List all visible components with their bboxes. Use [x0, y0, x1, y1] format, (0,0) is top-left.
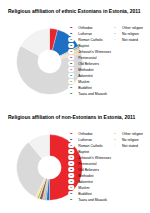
svg-text:No religion: No religion: [122, 32, 139, 36]
svg-text:Methodist: Methodist: [78, 174, 93, 178]
svg-text:No religion: No religion: [122, 138, 139, 142]
svg-text:Other religion: Other religion: [122, 26, 143, 30]
svg-text:Buddhist: Buddhist: [78, 86, 92, 90]
svg-text:Muslim: Muslim: [78, 186, 89, 190]
svg-text:Old Believers: Old Believers: [78, 168, 99, 172]
svg-text:Old Believers: Old Believers: [78, 62, 99, 66]
svg-text:Taara and Maausk: Taara and Maausk: [78, 92, 107, 96]
svg-text:Methodist: Methodist: [78, 68, 93, 72]
svg-text:Roman Catholic: Roman Catholic: [78, 144, 103, 148]
svg-text:Not stated: Not stated: [122, 38, 138, 42]
svg-text:Roman Catholic: Roman Catholic: [78, 38, 103, 42]
svg-text:Adventist: Adventist: [78, 180, 92, 184]
svg-text:Lutheran: Lutheran: [78, 138, 92, 142]
svg-text:Jehovah's Witnesses: Jehovah's Witnesses: [78, 156, 111, 160]
svg-text:Orthodox: Orthodox: [78, 132, 93, 136]
svg-text:Baptist: Baptist: [78, 150, 89, 154]
svg-text:Not stated: Not stated: [122, 144, 138, 148]
svg-text:Muslim: Muslim: [78, 80, 89, 84]
svg-text:Orthodox: Orthodox: [78, 26, 93, 30]
svg-text:Buddhist: Buddhist: [78, 192, 92, 196]
svg-text:Pentecostal: Pentecostal: [78, 162, 97, 166]
svg-text:Religious affiliation of ethni: Religious affiliation of ethnic Estonian…: [8, 8, 141, 14]
svg-text:Religious affiliation of non-E: Religious affiliation of non-Estonians i…: [8, 114, 135, 120]
svg-text:Other religion: Other religion: [122, 132, 143, 136]
svg-text:Adventist: Adventist: [78, 74, 92, 78]
svg-text:Lutheran: Lutheran: [78, 32, 92, 36]
svg-text:Baptist: Baptist: [78, 44, 89, 48]
svg-text:Taara and Maausk: Taara and Maausk: [78, 198, 107, 202]
svg-text:Jehovah's Witnesses: Jehovah's Witnesses: [78, 50, 111, 54]
svg-text:Pentecostal: Pentecostal: [78, 56, 97, 60]
